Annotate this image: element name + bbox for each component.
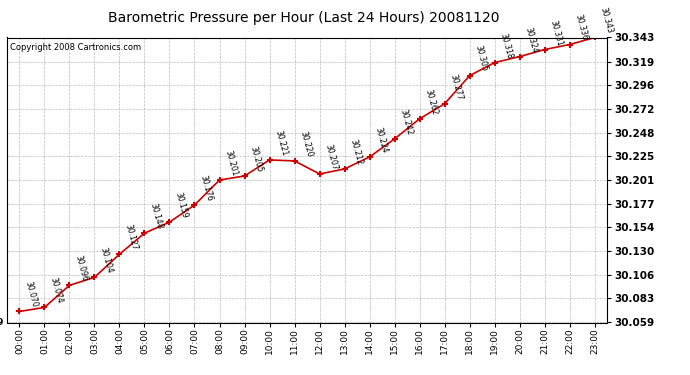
Text: 30.331: 30.331: [549, 19, 564, 47]
Text: 30.242: 30.242: [399, 108, 414, 136]
Text: 30.212: 30.212: [348, 138, 364, 166]
Text: 30.127: 30.127: [124, 224, 139, 252]
Text: 30.096: 30.096: [74, 254, 89, 283]
Text: Barometric Pressure per Hour (Last 24 Hours) 20081120: Barometric Pressure per Hour (Last 24 Ho…: [108, 11, 500, 25]
Text: 30.104: 30.104: [99, 246, 114, 274]
Text: 30.201: 30.201: [224, 149, 239, 177]
Text: 30.343: 30.343: [599, 6, 615, 35]
Text: 30.159: 30.159: [174, 191, 189, 219]
Text: 30.336: 30.336: [574, 13, 589, 42]
Text: 30.070: 30.070: [23, 280, 39, 309]
Text: 30.221: 30.221: [274, 129, 289, 157]
Text: 30.074: 30.074: [48, 276, 64, 304]
Text: 30.318: 30.318: [499, 32, 514, 60]
Text: 30.176: 30.176: [199, 174, 214, 202]
Text: 30.262: 30.262: [424, 88, 440, 116]
Text: 30.207: 30.207: [324, 143, 339, 171]
Text: Copyright 2008 Cartronics.com: Copyright 2008 Cartronics.com: [10, 43, 141, 52]
Text: 30.205: 30.205: [248, 145, 264, 173]
Text: 30.220: 30.220: [299, 130, 314, 158]
Text: 30.305: 30.305: [474, 45, 489, 73]
Text: 30.059: 30.059: [0, 318, 4, 327]
Text: 30.324: 30.324: [524, 26, 540, 54]
Text: 30.277: 30.277: [448, 73, 464, 101]
Text: 30.224: 30.224: [374, 126, 389, 154]
Text: 30.148: 30.148: [148, 202, 164, 230]
